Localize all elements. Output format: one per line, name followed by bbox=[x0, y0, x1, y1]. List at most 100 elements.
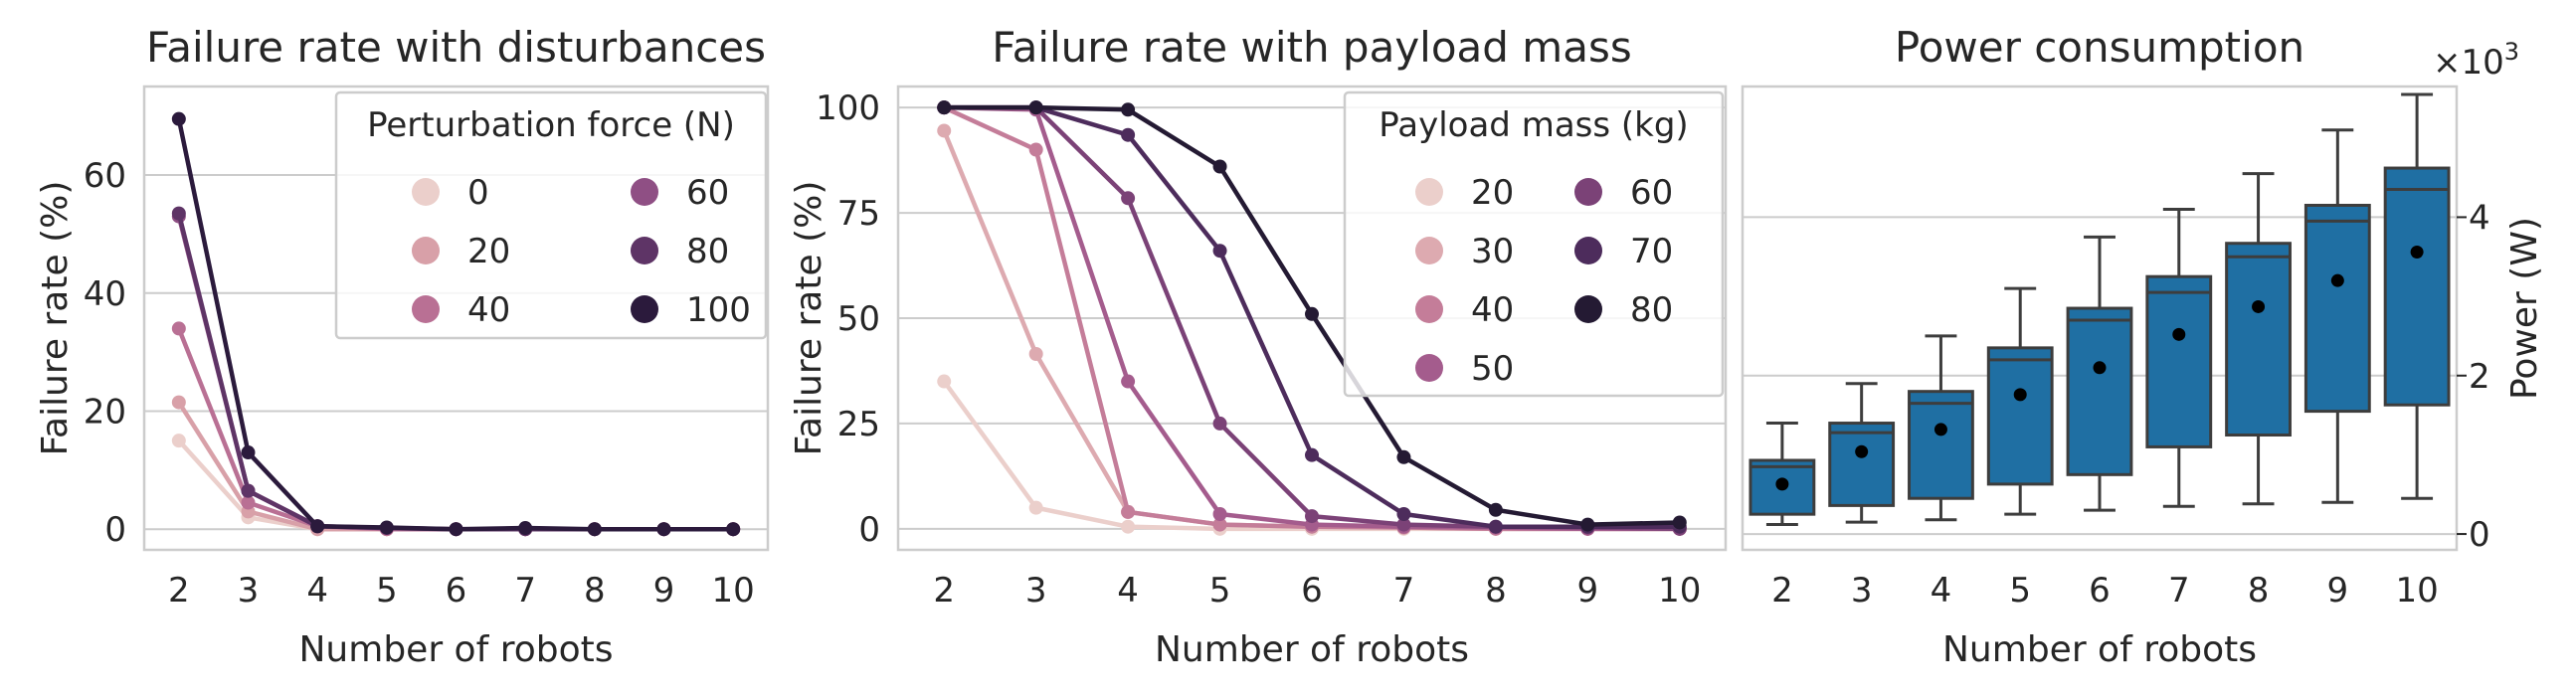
data-point bbox=[1212, 159, 1227, 174]
chart-title: Power consumption bbox=[1895, 23, 2304, 72]
panel-power: 0 2 4 2 3 4 5 6 7 8 9 10 Number of robots Power consu… bbox=[1741, 23, 2545, 670]
x-axis-label: Number of robots bbox=[1942, 629, 2257, 670]
y-tick-label: 25 bbox=[837, 405, 880, 444]
y-tick-label: 4 bbox=[2469, 198, 2490, 238]
legend-entry: 70 bbox=[1630, 232, 1673, 271]
data-point bbox=[1672, 515, 1687, 530]
y-tick-label: 40 bbox=[84, 274, 126, 314]
data-point bbox=[1212, 506, 1227, 521]
data-point bbox=[1028, 142, 1043, 157]
data-point bbox=[1212, 244, 1227, 259]
data-point bbox=[587, 522, 602, 537]
data-point bbox=[1488, 519, 1503, 534]
x-tick-label: 8 bbox=[1485, 571, 1507, 611]
x-tick-label: 8 bbox=[584, 571, 606, 611]
legend-marker bbox=[631, 295, 658, 323]
legend-title: Payload mass (kg) bbox=[1379, 105, 1688, 145]
legend-entry: 80 bbox=[686, 232, 729, 271]
x-tick-label: 7 bbox=[514, 571, 536, 611]
x-tick-label: 10 bbox=[1658, 571, 1701, 611]
data-point bbox=[937, 374, 952, 389]
x-tick-label: 6 bbox=[1301, 571, 1323, 611]
legend-entry: 40 bbox=[467, 290, 510, 330]
data-point bbox=[1028, 100, 1043, 115]
x-tick-label: 5 bbox=[376, 571, 398, 611]
y-tick-label: 0 bbox=[2469, 515, 2490, 555]
box bbox=[2383, 166, 2451, 407]
x-tick-label: 4 bbox=[1931, 571, 1952, 611]
legend-marker bbox=[1415, 354, 1443, 382]
data-point bbox=[937, 123, 952, 138]
mean-marker bbox=[2252, 299, 2266, 313]
legend-entry: 20 bbox=[1471, 173, 1514, 213]
data-point bbox=[1396, 449, 1411, 464]
x-tick-label: 8 bbox=[2248, 571, 2270, 611]
data-point bbox=[1121, 191, 1136, 206]
y-tick-label: 0 bbox=[104, 510, 126, 550]
data-point bbox=[171, 434, 186, 448]
legend-marker bbox=[1415, 178, 1443, 206]
box bbox=[2303, 203, 2371, 414]
legend-marker bbox=[412, 237, 440, 264]
data-point bbox=[171, 206, 186, 221]
x-tick-label: 10 bbox=[712, 571, 755, 611]
data-point bbox=[241, 483, 256, 498]
box bbox=[1986, 346, 2054, 486]
legend-marker bbox=[631, 237, 658, 264]
data-point bbox=[1488, 502, 1503, 517]
legend-marker bbox=[1415, 237, 1443, 264]
x-tick-label: 9 bbox=[653, 571, 675, 611]
data-point bbox=[726, 522, 741, 537]
y-tick-label: 100 bbox=[816, 88, 880, 128]
y-tick-label: 60 bbox=[84, 156, 126, 196]
x-tick-label: 2 bbox=[933, 571, 955, 611]
x-tick-label: 3 bbox=[1851, 571, 1873, 611]
mean-marker bbox=[2172, 327, 2186, 341]
data-point bbox=[171, 111, 186, 126]
mean-marker bbox=[2410, 245, 2424, 259]
y-tick-label: 50 bbox=[837, 299, 880, 339]
data-point bbox=[1028, 347, 1043, 362]
data-point bbox=[1305, 447, 1319, 462]
x-tick-label: 7 bbox=[1393, 571, 1415, 611]
legend-box bbox=[1343, 90, 1725, 398]
data-point bbox=[656, 522, 671, 537]
y-tick-label: 20 bbox=[84, 392, 126, 432]
data-point bbox=[171, 395, 186, 410]
box bbox=[2066, 306, 2133, 476]
legend-entry: 80 bbox=[1630, 290, 1673, 330]
data-point bbox=[171, 321, 186, 336]
data-point bbox=[310, 519, 325, 534]
legend-entry: 40 bbox=[1471, 290, 1514, 330]
x-tick-label: 2 bbox=[168, 571, 190, 611]
data-point bbox=[1396, 517, 1411, 532]
y-tick-label: 0 bbox=[858, 510, 880, 550]
legend-entry: 60 bbox=[1630, 173, 1673, 213]
mean-marker bbox=[1855, 444, 1869, 458]
x-tick-label: 6 bbox=[446, 571, 467, 611]
data-point bbox=[1212, 416, 1227, 431]
x-tick-label: 6 bbox=[2089, 571, 2111, 611]
legend-marker bbox=[1574, 295, 1602, 323]
x-tick-label: 4 bbox=[1117, 571, 1139, 611]
data-point bbox=[1305, 509, 1319, 524]
x-tick-label: 2 bbox=[1771, 571, 1793, 611]
legend-marker bbox=[1574, 237, 1602, 264]
data-point bbox=[449, 522, 463, 537]
x-tick-label: 7 bbox=[2168, 571, 2190, 611]
data-point bbox=[1212, 517, 1227, 532]
x-tick-label: 9 bbox=[1577, 571, 1599, 611]
legend-box bbox=[334, 90, 768, 340]
legend-entry: 100 bbox=[686, 290, 751, 330]
box bbox=[2145, 274, 2213, 448]
x-tick-label: 4 bbox=[306, 571, 328, 611]
legend-marker bbox=[631, 178, 658, 206]
data-point bbox=[1580, 517, 1595, 532]
box bbox=[1908, 390, 1974, 500]
y-axis-label: Power (W) bbox=[2504, 217, 2545, 400]
panel-payload: 0 25 50 75 100 2 3 4 5 6 7 8 9 10 Number of robots Fail… bbox=[789, 23, 1728, 670]
y-tick-label: 75 bbox=[837, 194, 880, 234]
x-tick-label: 9 bbox=[2327, 571, 2349, 611]
data-point bbox=[241, 445, 256, 460]
